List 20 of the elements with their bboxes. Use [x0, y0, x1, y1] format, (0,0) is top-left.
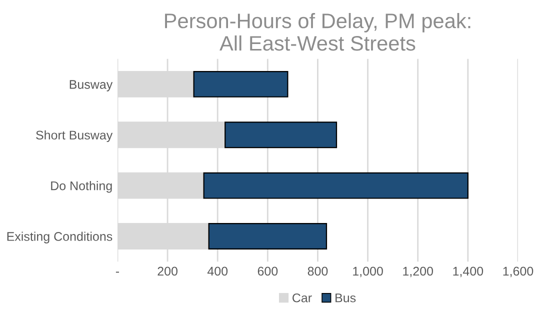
x-tick-label: 400: [207, 266, 228, 276]
bar: [203, 172, 468, 199]
y-tick-label: Existing Conditions: [7, 232, 112, 244]
x-tick-label: 1,400: [453, 266, 484, 278]
legend-label: Car: [292, 293, 312, 302]
x-tick-label: 600: [258, 266, 278, 276]
x-tick-label: 1,200: [403, 266, 434, 278]
legend-label: Bus: [336, 294, 356, 302]
x-tick-label: 1,600: [503, 266, 534, 278]
x-tick-label: -: [116, 272, 120, 273]
bar: [224, 122, 338, 148]
y-tick-label: Busway: [70, 80, 113, 92]
y-tick-label: Short Busway: [36, 130, 113, 142]
x-tick-label: 800: [308, 266, 328, 276]
y-tick-label: Do Nothing: [51, 181, 112, 193]
x-tick-label: 200: [158, 266, 178, 276]
chart-title: Person-Hours of Delay, PM peak: All East-West Streets: [165, 12, 470, 51]
bar: [193, 70, 288, 98]
x-tick-label: 1,000: [353, 266, 383, 278]
bar: [208, 223, 328, 250]
